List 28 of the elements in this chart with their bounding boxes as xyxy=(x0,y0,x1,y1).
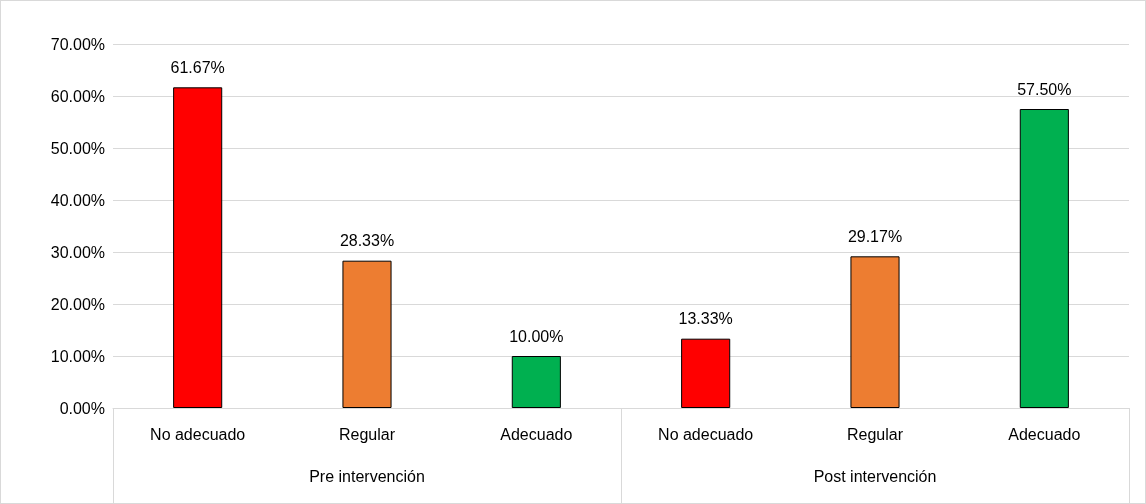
bar xyxy=(342,260,392,408)
x-tick-label: No adecuado xyxy=(150,425,246,443)
y-tick-label: 10.00% xyxy=(50,347,105,365)
y-tick-label: 50.00% xyxy=(50,139,105,157)
bar xyxy=(681,338,731,408)
data-label: 57.50% xyxy=(1017,80,1072,98)
text: Post intervención xyxy=(813,467,937,485)
x-tick-label: No adecuado xyxy=(658,425,754,443)
data-label: 13.33% xyxy=(678,310,733,328)
y-tick-label: 40.00% xyxy=(50,191,105,209)
y-tick-label: 0.00% xyxy=(59,399,105,417)
data-label: 28.33% xyxy=(339,232,395,250)
x-tick-label: Adecuado xyxy=(1008,425,1081,443)
bar xyxy=(173,87,223,408)
bar xyxy=(850,256,900,408)
x-tick-label: Regular xyxy=(846,425,904,443)
bar xyxy=(1019,109,1069,408)
data-label: 10.00% xyxy=(509,327,564,345)
y-tick-label: 70.00% xyxy=(50,35,105,53)
data-label: 29.17% xyxy=(847,227,903,245)
y-tick-label: 60.00% xyxy=(50,87,105,105)
y-tick-label: 30.00% xyxy=(50,243,105,261)
data-label: 61.67% xyxy=(170,58,225,76)
text: Pre intervención xyxy=(309,467,425,485)
y-tick-label: 20.00% xyxy=(50,295,105,313)
bar xyxy=(511,356,561,408)
x-tick-label: Regular xyxy=(338,425,396,443)
x-tick-label: Adecuado xyxy=(500,425,573,443)
